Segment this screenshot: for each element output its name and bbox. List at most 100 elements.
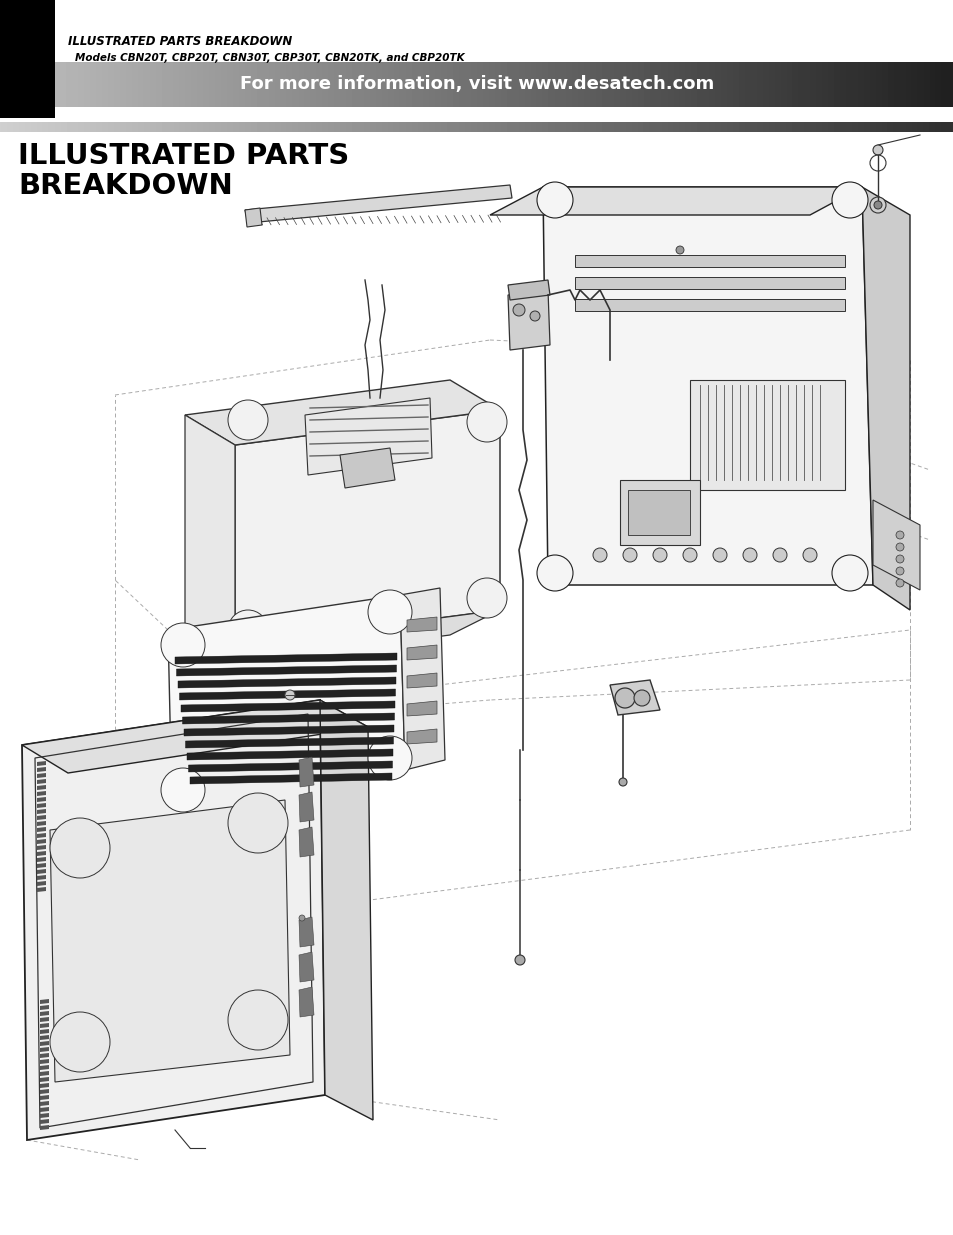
Polygon shape	[37, 809, 46, 814]
Polygon shape	[176, 664, 396, 676]
Circle shape	[742, 548, 757, 562]
Text: ILLUSTRATED PARTS: ILLUSTRATED PARTS	[18, 142, 349, 170]
Circle shape	[228, 400, 268, 440]
Circle shape	[467, 403, 506, 442]
Polygon shape	[245, 185, 512, 224]
Circle shape	[50, 818, 110, 878]
Polygon shape	[40, 1095, 49, 1100]
Polygon shape	[22, 700, 325, 1140]
Circle shape	[895, 531, 903, 538]
Polygon shape	[37, 863, 46, 868]
Circle shape	[895, 543, 903, 551]
Polygon shape	[298, 792, 314, 823]
Circle shape	[618, 778, 626, 785]
Polygon shape	[872, 500, 919, 590]
Polygon shape	[174, 653, 396, 664]
Polygon shape	[40, 1011, 49, 1016]
Circle shape	[530, 311, 539, 321]
Polygon shape	[37, 821, 46, 826]
Polygon shape	[507, 290, 550, 350]
Polygon shape	[187, 748, 393, 760]
Polygon shape	[319, 700, 373, 1120]
Polygon shape	[407, 618, 436, 632]
Circle shape	[682, 548, 697, 562]
Polygon shape	[37, 869, 46, 874]
Polygon shape	[298, 757, 314, 787]
Circle shape	[285, 690, 294, 700]
Polygon shape	[181, 701, 395, 713]
Polygon shape	[179, 689, 395, 700]
Polygon shape	[40, 1029, 49, 1034]
Polygon shape	[40, 1005, 49, 1010]
Circle shape	[298, 915, 305, 921]
Polygon shape	[542, 186, 872, 585]
Polygon shape	[490, 186, 862, 215]
Polygon shape	[40, 1119, 49, 1124]
Polygon shape	[22, 700, 368, 773]
Polygon shape	[37, 876, 46, 881]
Polygon shape	[184, 725, 394, 736]
Polygon shape	[627, 490, 689, 535]
Polygon shape	[40, 1089, 49, 1094]
Circle shape	[513, 304, 524, 316]
Circle shape	[467, 578, 506, 618]
Polygon shape	[40, 1113, 49, 1118]
Polygon shape	[40, 1035, 49, 1040]
Polygon shape	[37, 785, 46, 790]
Circle shape	[368, 590, 412, 634]
Polygon shape	[507, 280, 550, 300]
Circle shape	[895, 579, 903, 587]
Polygon shape	[575, 277, 844, 289]
Circle shape	[712, 548, 726, 562]
Polygon shape	[37, 832, 46, 839]
Polygon shape	[407, 701, 436, 716]
Polygon shape	[185, 415, 234, 671]
Polygon shape	[245, 207, 262, 227]
Polygon shape	[298, 827, 314, 857]
Circle shape	[537, 555, 573, 592]
Circle shape	[622, 548, 637, 562]
Polygon shape	[407, 673, 436, 688]
Polygon shape	[575, 254, 844, 267]
Circle shape	[831, 555, 867, 592]
Circle shape	[873, 201, 882, 209]
Circle shape	[772, 548, 786, 562]
Polygon shape	[190, 773, 392, 784]
Polygon shape	[40, 999, 49, 1004]
Circle shape	[50, 1011, 110, 1072]
Text: ILLUSTRATED PARTS BREAKDOWN: ILLUSTRATED PARTS BREAKDOWN	[68, 35, 292, 48]
Polygon shape	[862, 186, 909, 610]
Polygon shape	[40, 1041, 49, 1046]
Bar	[0, 0, 55, 119]
Circle shape	[869, 198, 885, 212]
Polygon shape	[37, 790, 46, 797]
Polygon shape	[37, 767, 46, 772]
Circle shape	[228, 610, 268, 650]
Polygon shape	[182, 713, 395, 724]
Polygon shape	[37, 803, 46, 808]
Polygon shape	[619, 480, 700, 545]
Polygon shape	[234, 410, 499, 645]
Polygon shape	[40, 1125, 49, 1130]
Polygon shape	[407, 729, 436, 743]
Polygon shape	[40, 1077, 49, 1082]
Polygon shape	[168, 595, 405, 805]
Polygon shape	[37, 851, 46, 856]
Polygon shape	[37, 887, 46, 892]
Text: Models CBN20T, CBP20T, CBN30T, CBP30T, CBN20TK, and CBP20TK: Models CBN20T, CBP20T, CBN30T, CBP30T, C…	[75, 53, 464, 63]
Polygon shape	[298, 918, 314, 947]
Text: BREAKDOWN: BREAKDOWN	[18, 172, 233, 200]
Polygon shape	[40, 1023, 49, 1028]
Polygon shape	[37, 797, 46, 802]
Polygon shape	[37, 839, 46, 844]
Circle shape	[831, 182, 867, 219]
Polygon shape	[40, 1058, 49, 1065]
Polygon shape	[40, 1053, 49, 1058]
Circle shape	[634, 690, 649, 706]
Polygon shape	[40, 1100, 49, 1107]
Polygon shape	[40, 1016, 49, 1023]
Circle shape	[228, 990, 288, 1050]
Polygon shape	[37, 881, 46, 885]
Polygon shape	[37, 815, 46, 820]
Polygon shape	[40, 1083, 49, 1088]
